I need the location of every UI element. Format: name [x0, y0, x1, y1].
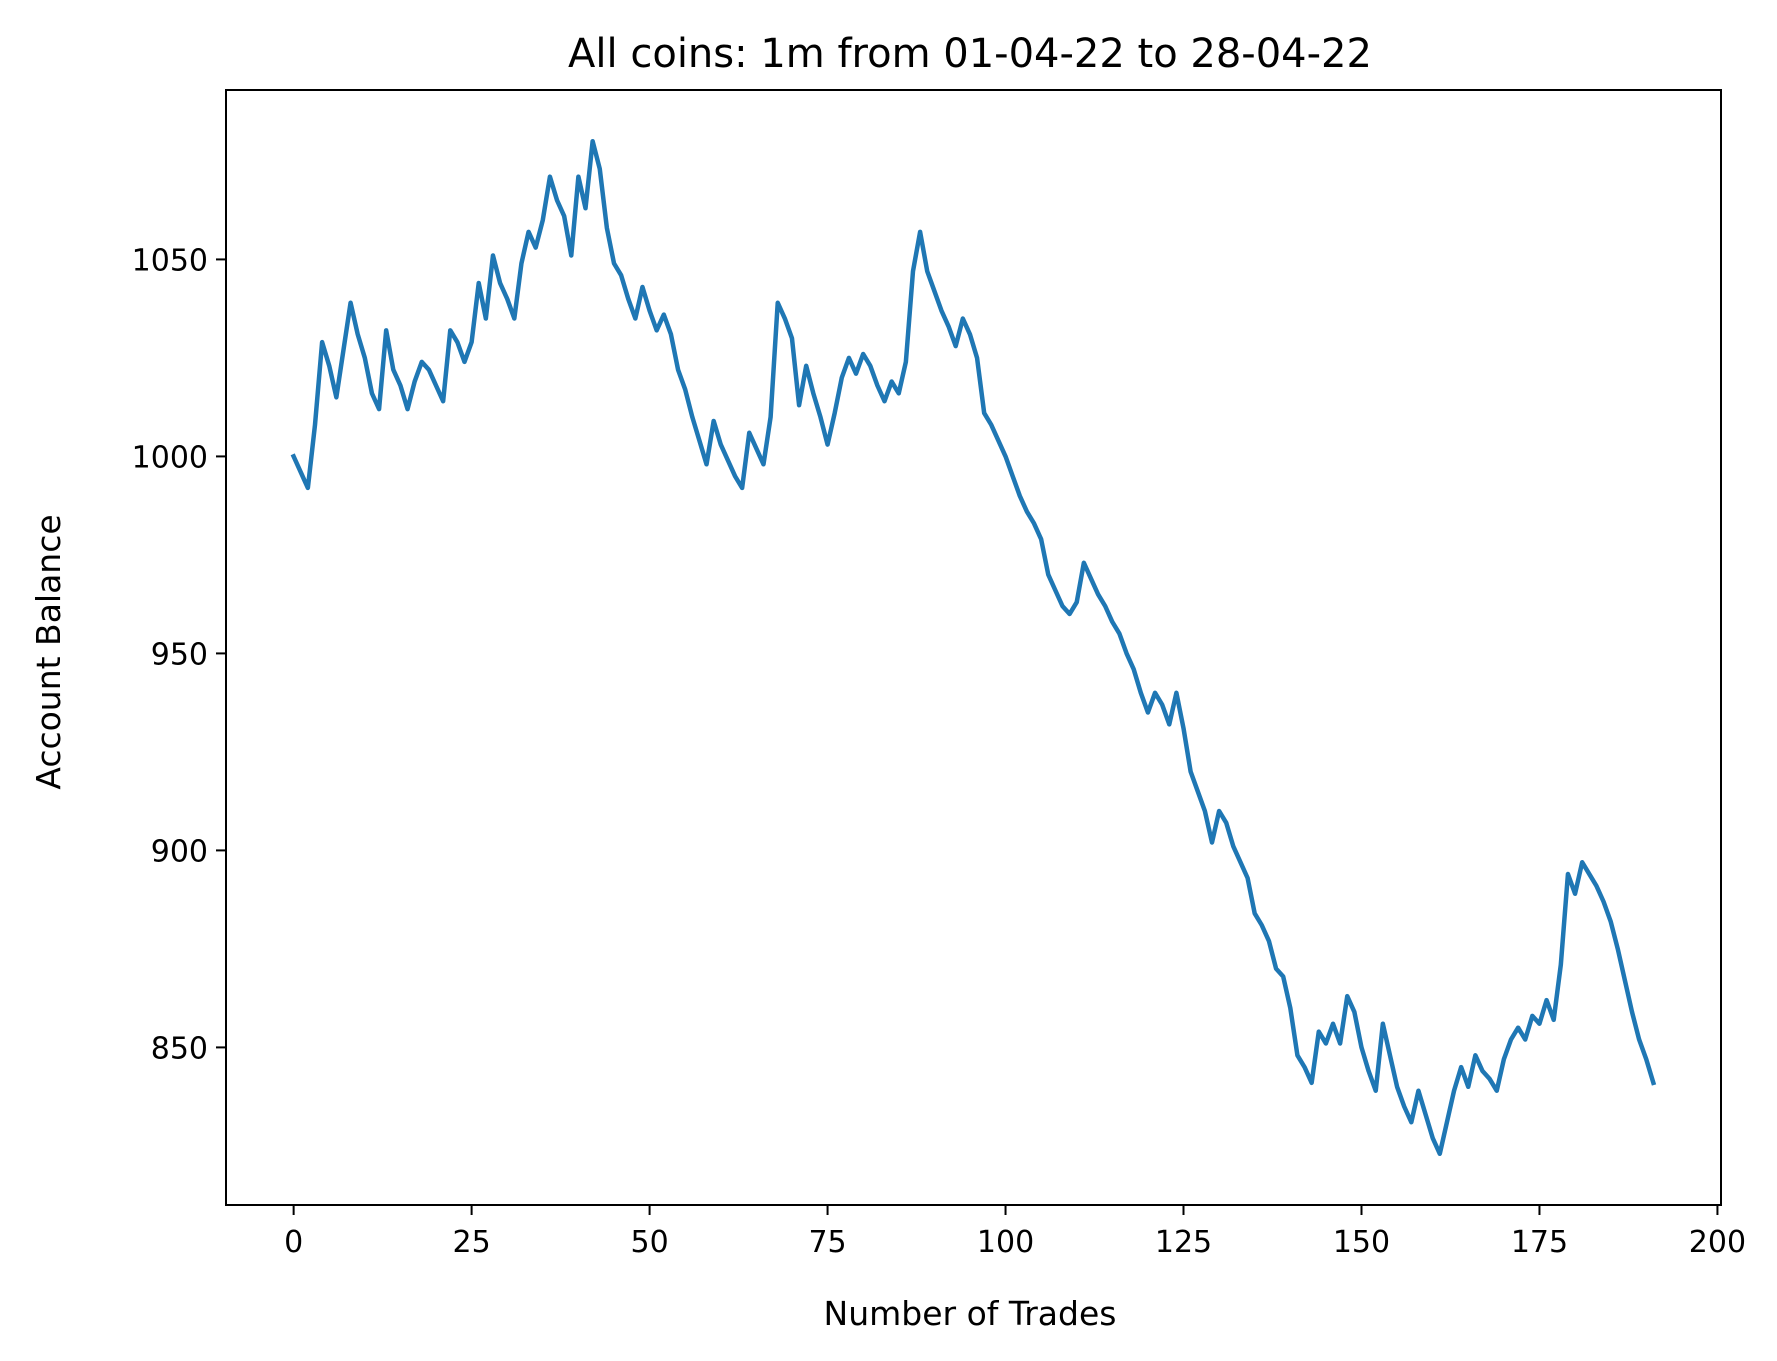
y-tick-label: 900 — [151, 834, 208, 869]
plot-frame — [225, 89, 1722, 1206]
y-axis-label: Account Balance — [29, 514, 68, 789]
y-tick-label: 1000 — [132, 440, 208, 475]
x-tick-label: 50 — [630, 1225, 668, 1260]
x-tick-label: 150 — [1333, 1225, 1390, 1260]
x-axis-label: Number of Trades — [824, 1294, 1117, 1333]
series-line-0 — [290, 138, 1657, 1157]
y-tick-label: 1050 — [132, 243, 208, 278]
x-tick-label: 25 — [453, 1225, 491, 1260]
x-tick-label: 0 — [284, 1225, 303, 1260]
y-tick-label: 950 — [151, 637, 208, 672]
x-tick-label: 125 — [1155, 1225, 1212, 1260]
x-tick-label: 175 — [1511, 1225, 1568, 1260]
y-axis: 850 900 950 1000 1050 — [132, 243, 226, 1066]
plot-area — [290, 138, 1657, 1157]
x-axis: 0 25 50 75 100 125 150 175 200 — [284, 1205, 1746, 1260]
x-tick-label: 200 — [1689, 1225, 1746, 1260]
chart-title: All coins: 1m from 01-04-22 to 28-04-22 — [568, 31, 1372, 77]
x-tick-label: 75 — [808, 1225, 846, 1260]
y-tick-label: 850 — [151, 1031, 208, 1066]
x-tick-label: 100 — [977, 1225, 1034, 1260]
